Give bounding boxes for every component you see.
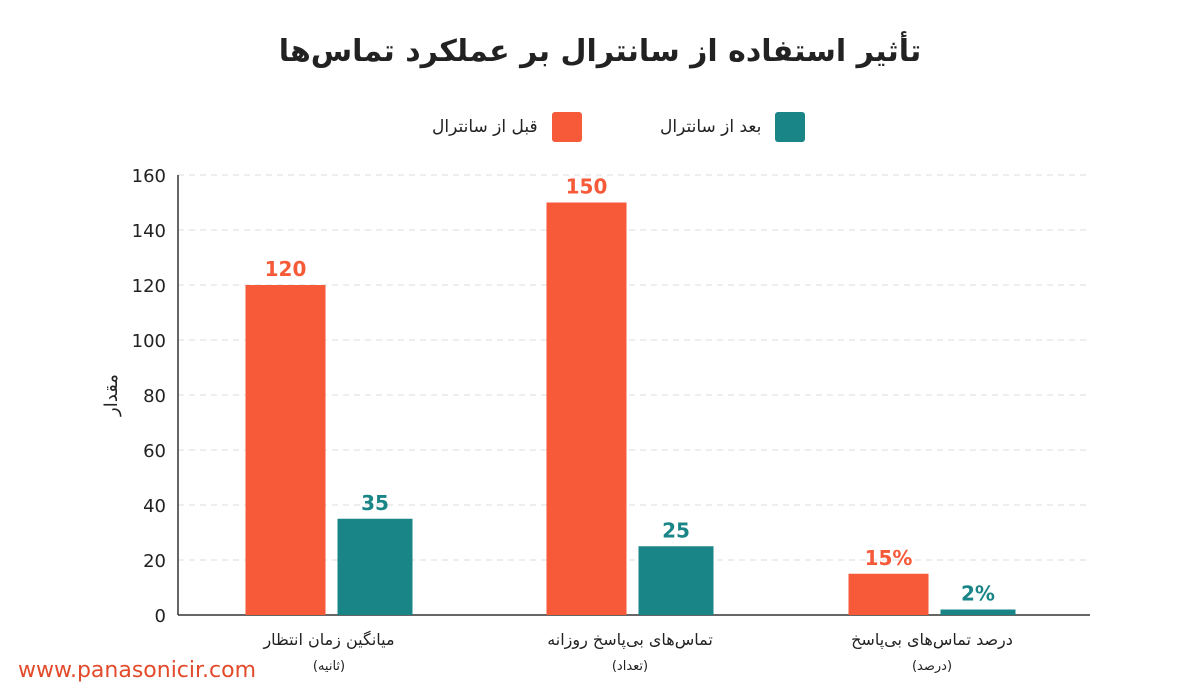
y-tick-label: 20	[143, 551, 166, 572]
watermark-text[interactable]: www.panasonicir.com	[18, 658, 257, 683]
x-tick-label: میانگین زمان انتظار	[262, 630, 394, 650]
data-label: 15%	[865, 546, 913, 570]
legend-label-after: بعد از سانترال	[660, 117, 762, 137]
legend-swatch-before	[551, 112, 582, 142]
bar	[337, 518, 413, 615]
bar	[638, 546, 714, 615]
y-tick-label: 120	[132, 276, 166, 297]
y-tick-label: 100	[132, 331, 166, 352]
legend-item-before: قبل از سانترال	[432, 112, 582, 142]
legend-swatch-after	[775, 112, 806, 142]
x-tick-sublabel: (تعداد)	[612, 659, 648, 674]
y-tick-label: 40	[143, 496, 166, 517]
data-label: 150	[566, 175, 608, 199]
x-tick-label: درصد تماس‌های بی‌پاسخ	[851, 630, 1013, 650]
data-label: 120	[265, 257, 307, 281]
chart-title: تأثیر استفاده از سانترال بر عملکرد تماس‌…	[278, 34, 922, 69]
legend: قبل از سانترال بعد از سانترال	[0, 112, 1200, 146]
bar	[940, 609, 1016, 615]
y-tick-label: 140	[132, 221, 166, 242]
y-tick-label: 160	[132, 166, 166, 187]
data-label: 35	[361, 491, 389, 515]
data-label: 25	[662, 518, 690, 542]
legend-item-after: بعد از سانترال	[660, 112, 806, 142]
y-axis-label: مقدار	[101, 374, 122, 417]
x-tick-sublabel: (ثانیه)	[313, 659, 345, 674]
y-tick-label: 0	[155, 606, 166, 627]
y-tick-label: 80	[143, 386, 166, 407]
bar	[848, 573, 929, 615]
bar	[546, 202, 627, 615]
x-tick-label: تماس‌های بی‌پاسخ روزانه	[547, 630, 713, 650]
legend-label-before: قبل از سانترال	[432, 117, 538, 137]
y-tick-label: 60	[143, 441, 166, 462]
x-tick-sublabel: (درصد)	[912, 659, 952, 674]
data-label: 2%	[961, 582, 995, 606]
bar	[245, 285, 326, 615]
